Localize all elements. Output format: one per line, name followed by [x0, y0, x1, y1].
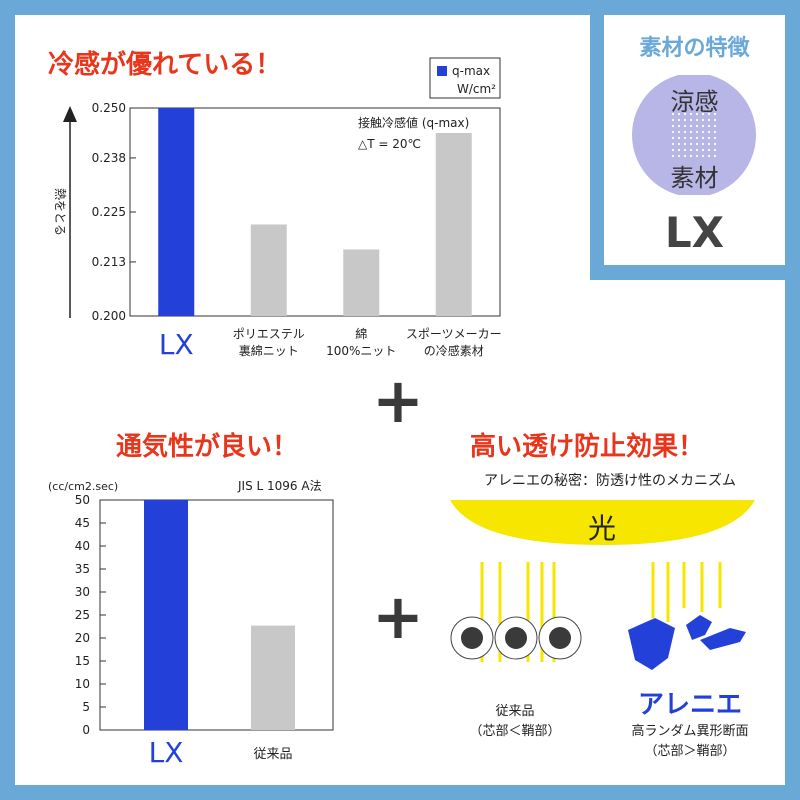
- cooling-headline: 冷感が優れている！: [48, 50, 282, 80]
- annotation-line2: △T = 20℃: [358, 137, 421, 151]
- light-rays-right: [651, 562, 722, 622]
- conventional-label-line2: （芯部＜鞘部）: [469, 724, 561, 739]
- y-tick-label: 10: [75, 677, 90, 691]
- category-label: スポーツメーカー: [406, 327, 502, 341]
- fiber-conventional: [450, 616, 582, 660]
- bar-2: [343, 249, 380, 316]
- badge-circle-line1: 涼感: [670, 88, 719, 116]
- y-tick-label: 0.225: [92, 205, 126, 219]
- y-tick-label: 15: [75, 654, 90, 668]
- legend-unit: W/cm²: [457, 82, 496, 96]
- arenie-title: アレニエ: [637, 690, 742, 720]
- bar-1: [250, 224, 287, 316]
- light-shape: [450, 500, 755, 545]
- mechanism-diagram: 光: [450, 500, 755, 670]
- category-label: ポリエステル: [233, 327, 305, 341]
- fiber-arenie: [628, 615, 746, 670]
- category-label: 100%ニット: [326, 344, 396, 358]
- plus-sign-top: +: [372, 364, 424, 437]
- y-tick-label: 25: [75, 608, 90, 622]
- category-label: 裏綿ニット: [239, 343, 299, 358]
- breathability-chart: 0 5 10 15 20 25 30 35 40 45 50(cc/cm2.sec) JIS L 10…: [48, 479, 334, 769]
- bar-1: [251, 625, 295, 730]
- legend-box: [429, 57, 501, 99]
- arenie-label-line2: （芯部＞鞘部）: [644, 744, 736, 759]
- plus-sign-middle: +: [372, 580, 424, 653]
- plot-area: [99, 499, 334, 731]
- y-tick-label: 0.250: [92, 101, 126, 115]
- bar-0: [144, 500, 188, 730]
- y-tick-label: 45: [75, 516, 90, 530]
- y-tick-label: 0.200: [92, 309, 126, 323]
- category-label: 綿: [355, 327, 367, 341]
- y-axis-label: 熱をとる: [53, 188, 67, 236]
- breathability-headline: 通気性が良い！: [116, 432, 299, 462]
- category-label-lx: LX: [159, 328, 194, 361]
- mechanism-headline: 高い透け防止効果！: [470, 432, 705, 462]
- bar-0: [158, 108, 195, 316]
- arenie-label-line1: 高ランダム異形断面: [631, 724, 749, 739]
- conventional-label: 従来品 （芯部＜鞘部）: [445, 702, 585, 742]
- y-tick-label: 50: [75, 493, 90, 507]
- conventional-label-line1: 従来品: [495, 704, 535, 719]
- y-axis-unit: (cc/cm2.sec): [48, 480, 118, 493]
- annotation-line1: 接触冷感値 (q-max): [358, 115, 469, 130]
- badge-title: 素材の特徴: [639, 36, 750, 61]
- mechanism-subtitle: アレニエの秘密：防透け性のメカニズム: [484, 473, 736, 489]
- y-tick-label: 0.238: [92, 151, 126, 165]
- test-method: JIS L 1096 A法: [237, 479, 322, 493]
- category-label-lx: LX: [149, 736, 184, 769]
- y-axis-arrow-head: [63, 106, 77, 122]
- arenie-label: 高ランダム異形断面 （芯部＞鞘部）: [600, 722, 780, 762]
- y-tick-label: 40: [75, 539, 90, 553]
- y-tick-label: 35: [75, 562, 90, 576]
- light-label: 光: [588, 512, 616, 545]
- category-label: の冷感素材: [424, 343, 484, 358]
- bar-3: [435, 132, 472, 316]
- y-tick-label: 30: [75, 585, 90, 599]
- category-label: 従来品: [253, 747, 292, 762]
- y-tick-label: 5: [82, 700, 90, 714]
- badge-circle-line2: 素材: [670, 164, 719, 192]
- y-tick-label: 20: [75, 631, 90, 645]
- y-tick-label: 0.213: [92, 255, 126, 269]
- cooling-chart: 0.200 0.213 0.225 0.238 0.250 熱をとる LX ポリエステル裏綿ニ…: [53, 57, 502, 361]
- legend-label: q-max: [452, 64, 490, 78]
- badge-brand: LX: [664, 208, 725, 257]
- badge-circle: [632, 75, 756, 195]
- y-tick-label: 0: [82, 723, 90, 737]
- legend-swatch: [437, 66, 447, 76]
